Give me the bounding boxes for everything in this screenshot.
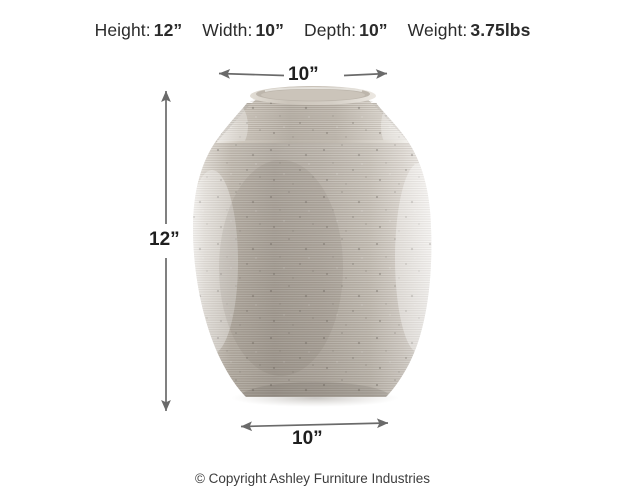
specification-bar: Height: 12” Width: 10” Depth: 10” Weight: 3.75l…	[0, 20, 625, 41]
vase-vertical-shading	[193, 103, 432, 397]
dimension-line-bottom-span	[240, 418, 389, 432]
spec-depth: Depth: 10”	[304, 20, 388, 41]
spec-weight: Weight: 3.75lbs	[408, 20, 531, 41]
spec-weight-label: Weight:	[407, 20, 468, 40]
vase-rim-opening-inner	[261, 89, 365, 101]
spec-height: Height: 12”	[95, 20, 183, 41]
spec-width: Width: 10”	[202, 20, 284, 41]
spec-height-label: Height:	[94, 20, 151, 40]
vase-core-shadow	[219, 160, 343, 376]
dimension-label-top: 10”	[288, 64, 319, 85]
dimension-line-top	[218, 68, 388, 79]
dimension-label-bottom: 10”	[292, 428, 323, 449]
spec-width-label: Width:	[202, 20, 253, 40]
dimension-line-top-left-segment	[218, 68, 285, 79]
spec-depth-label: Depth:	[303, 20, 357, 40]
vase-right-highlight	[395, 163, 432, 353]
copyright-footer: © Copyright Ashley Furniture Industries	[194, 471, 431, 486]
product-illustration-vase	[193, 86, 432, 397]
dimension-line-top-right-segment	[343, 69, 388, 79]
spec-width-value: 10”	[255, 20, 284, 40]
spec-height-value: 12”	[153, 20, 183, 40]
spec-weight-value: 3.75lbs	[470, 20, 531, 40]
vase-base-shadow	[239, 382, 391, 397]
spec-depth-value: 10”	[359, 20, 388, 40]
dimension-line-bottom	[240, 418, 389, 432]
vase-rim-highlight	[264, 87, 363, 92]
dimension-label-left: 12”	[149, 229, 180, 250]
